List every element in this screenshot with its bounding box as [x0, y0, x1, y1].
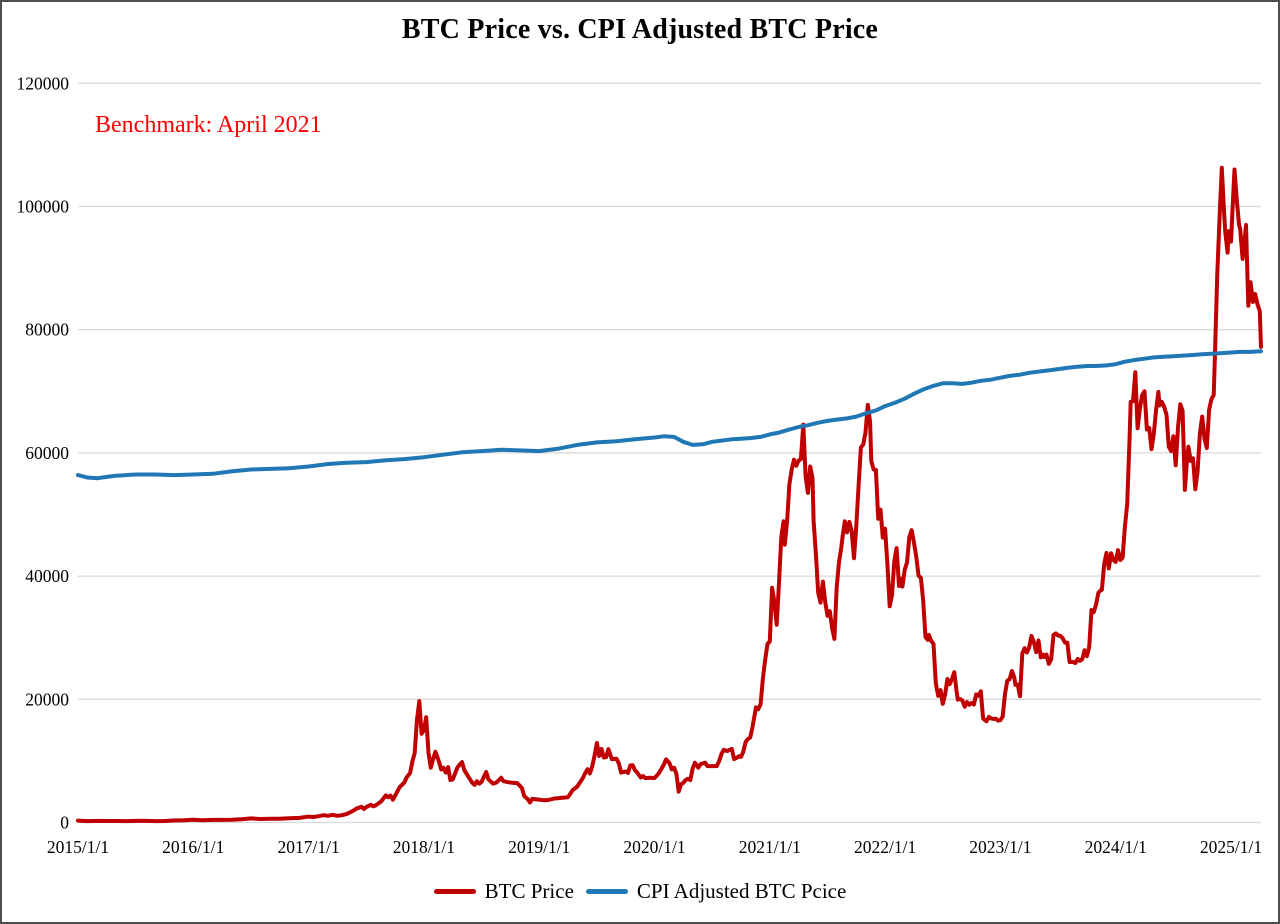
x-axis-tick-label: 2020/1/1 [623, 837, 685, 857]
y-axis-tick-label: 40000 [25, 566, 69, 586]
x-axis-tick-label: 2025/1/1 [1200, 837, 1262, 857]
x-axis-tick-label: 2017/1/1 [277, 837, 339, 857]
y-axis-tick-label: 100000 [17, 197, 70, 217]
btc-price-line-icon [433, 889, 476, 894]
x-axis-tick-label: 2018/1/1 [393, 837, 455, 857]
legend: BTC Price CPI Adjusted BTC Pcice [2, 879, 1278, 904]
legend-label-cpi-adjusted: CPI Adjusted BTC Pcice [636, 879, 847, 903]
x-axis-tick-label: 2019/1/1 [508, 837, 570, 857]
y-axis-tick-label: 120000 [17, 73, 70, 93]
y-axis-tick-label: 20000 [25, 689, 69, 709]
series-line-cpi-adjusted [76, 349, 1263, 481]
legend-item-cpi-adjusted: CPI Adjusted BTC Pcice [585, 879, 847, 904]
legend-item-btc-price: BTC Price [433, 879, 574, 904]
y-axis-tick-label: 80000 [25, 320, 69, 340]
x-axis-tick-label: 2023/1/1 [969, 837, 1031, 857]
legend-label-btc-price: BTC Price [484, 879, 574, 903]
y-axis-tick-label: 0 [60, 813, 69, 833]
x-axis-tick-label: 2021/1/1 [739, 837, 801, 857]
x-axis-tick-label: 2022/1/1 [854, 837, 916, 857]
y-axis-tick-label: 60000 [25, 443, 69, 463]
x-axis-tick-label: 2015/1/1 [47, 837, 109, 857]
benchmark-annotation: Benchmark: April 2021 [95, 112, 322, 138]
chart-title: BTC Price vs. CPI Adjusted BTC Price [401, 14, 879, 45]
x-axis-tick-label: 2024/1/1 [1085, 837, 1147, 857]
x-axis-tick-label: 2016/1/1 [162, 837, 224, 857]
series-line-btc-price [76, 165, 1263, 824]
cpi-adjusted-line-icon [585, 889, 628, 894]
